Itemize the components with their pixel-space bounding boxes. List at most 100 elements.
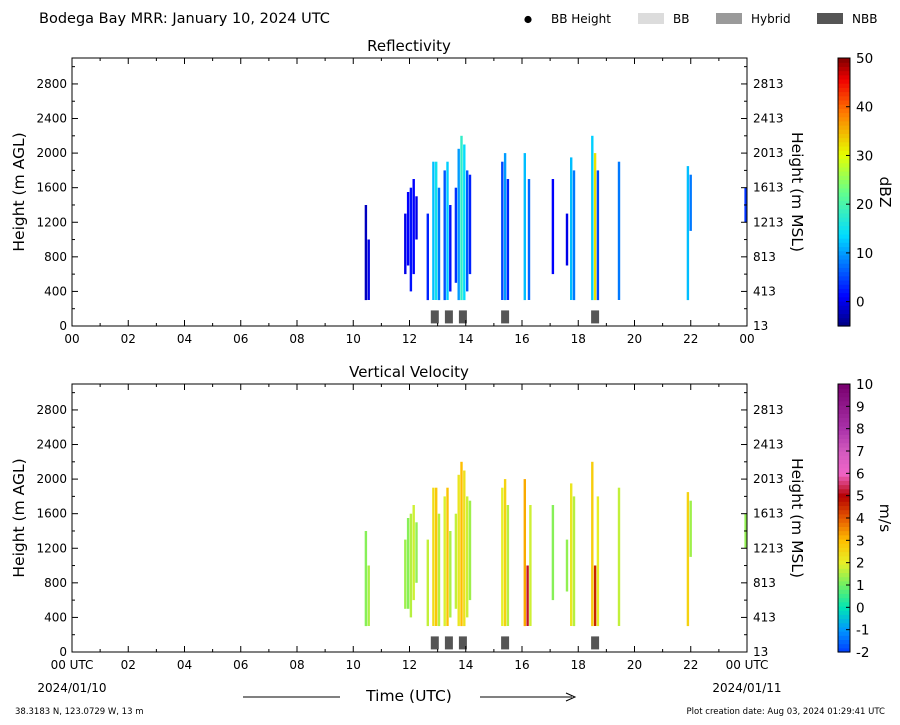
reflectivity-colorbar-step — [838, 208, 850, 214]
velocity-colorbar-step — [838, 559, 850, 565]
reflectivity-x-tick-label: 08 — [289, 332, 304, 346]
reflectivity-x-tick-label: 16 — [514, 332, 529, 346]
reflectivity-y-tick-label-right: 13 — [753, 319, 768, 333]
legend-nbb-label: NBB — [852, 12, 877, 26]
velocity-colorbar-step — [838, 639, 850, 645]
reflectivity-echo-column — [463, 144, 466, 301]
reflectivity-echo-column — [506, 179, 510, 300]
velocity-echo-column — [593, 565, 597, 626]
reflectivity-colorbar-step — [838, 66, 850, 72]
velocity-echo-column — [426, 539, 429, 627]
reflectivity-echo-column — [596, 170, 600, 301]
velocity-x-tick-label: 02 — [121, 658, 136, 672]
velocity-colorbar-step — [838, 593, 850, 599]
reflectivity-colorbar-step — [838, 133, 850, 139]
reflectivity-colorbar-step — [838, 313, 850, 319]
velocity-echo-column — [460, 461, 463, 627]
velocity-echo-column — [432, 487, 435, 626]
velocity-colorbar-tick-label: 7 — [856, 444, 865, 460]
reflectivity-colorbar-step — [838, 58, 850, 63]
time-arrow-head — [565, 692, 577, 702]
velocity-colorbar-step — [838, 421, 850, 427]
reflectivity-echo-column — [460, 135, 463, 301]
reflectivity-echo-column — [617, 161, 621, 300]
velocity-colorbar-step — [838, 446, 850, 452]
velocity-echo-column — [406, 518, 410, 609]
reflectivity-colorbar-step — [838, 158, 850, 164]
velocity-y-tick-label-right: 2813 — [753, 403, 784, 417]
velocity-colorbar-step — [838, 597, 850, 603]
velocity-echo-column — [412, 505, 415, 601]
velocity-y-tick-label: 400 — [44, 610, 67, 624]
reflectivity-colorbar-step — [838, 62, 850, 67]
reflectivity-echo-column — [443, 170, 446, 301]
velocity-x-tick-label: 12 — [402, 658, 417, 672]
velocity-colorbar-step — [838, 518, 850, 523]
velocity-x-tick-label: 22 — [683, 658, 698, 672]
velocity-colorbar-step — [838, 459, 850, 465]
reflectivity-echo-column — [412, 179, 415, 275]
reflectivity-colorbar-step — [838, 317, 850, 323]
velocity-bb-marker — [591, 636, 600, 650]
velocity-colorbar-step — [838, 484, 850, 490]
velocity-colorbar-step — [838, 585, 850, 590]
velocity-echo-column — [446, 487, 449, 626]
reflectivity-colorbar-step — [838, 275, 850, 281]
reflectivity-y-tick-label-right: 2013 — [753, 146, 784, 160]
velocity-colorbar-step — [838, 400, 850, 406]
velocity-echo-column — [591, 461, 594, 627]
reflectivity-colorbar-step — [838, 91, 850, 97]
velocity-colorbar-step — [838, 471, 850, 477]
velocity-y-tick-label-right: 2413 — [753, 438, 784, 452]
reflectivity-colorbar-step — [838, 171, 850, 176]
legend: BB Height BB Hybrid NBB — [524, 12, 877, 26]
reflectivity-echo-column — [435, 161, 438, 300]
reflectivity-echo-column — [468, 174, 472, 275]
reflectivity-colorbar-step — [838, 99, 850, 105]
reflectivity-bb-markers — [430, 310, 600, 324]
reflectivity-colorbar-step — [838, 267, 850, 273]
velocity-colorbar-ticks: -2 -1 0 1 2 3 4 5 6 7 8 9 10 — [846, 377, 873, 661]
velocity-colorbar-step — [838, 530, 850, 536]
reflectivity-x-tick-label: 18 — [571, 332, 586, 346]
reflectivity-x-tick-label: 04 — [177, 332, 192, 346]
legend-bb-height-marker — [524, 15, 532, 24]
x-end-date: 2024/01/11 — [712, 681, 781, 695]
reflectivity-colorbar-step — [838, 150, 850, 155]
velocity-colorbar-step — [838, 388, 850, 393]
legend-nbb-swatch — [817, 13, 843, 24]
reflectivity-echo-column — [593, 153, 597, 301]
reflectivity-echo-column — [572, 170, 576, 301]
velocity-colorbar-step — [838, 417, 850, 423]
velocity-bb-marker — [430, 636, 439, 650]
velocity-colorbar-label: m/s — [876, 504, 894, 532]
reflectivity-echo-column — [457, 148, 460, 301]
legend-hybrid-swatch — [716, 13, 742, 24]
reflectivity-x-tick-label: 12 — [402, 332, 417, 346]
reflectivity-colorbar-step — [838, 112, 850, 118]
velocity-y-tick-label: 1200 — [36, 541, 67, 555]
reflectivity-echo-column — [501, 161, 504, 300]
reflectivity-colorbar-step — [838, 309, 850, 315]
velocity-colorbar-step — [838, 488, 850, 494]
velocity-echo-column — [551, 505, 555, 601]
reflectivity-colorbar-step — [838, 166, 850, 172]
reflectivity-echo-column — [404, 213, 407, 275]
velocity-y-tick-label: 800 — [44, 576, 67, 590]
velocity-colorbar-step — [838, 392, 850, 398]
reflectivity-colorbar-step — [838, 95, 850, 101]
reflectivity-colorbar-tick-label: 50 — [856, 51, 873, 67]
velocity-echo-column — [523, 479, 526, 627]
velocity-echo-column — [404, 539, 407, 609]
reflectivity-colorbar-step — [838, 137, 850, 143]
velocity-colorbar-step — [838, 497, 850, 502]
reflectivity-colorbar-label: dBZ — [876, 176, 894, 207]
velocity-colorbar-step — [838, 622, 850, 628]
velocity-echo-column — [409, 513, 413, 618]
reflectivity-colorbar-tick-label: 0 — [856, 295, 865, 311]
reflectivity-y-tick-label-right: 1613 — [753, 181, 784, 195]
reflectivity-bb-marker — [444, 310, 453, 324]
reflectivity-echo-column — [527, 179, 531, 300]
velocity-y-tick-label: 1600 — [36, 507, 67, 521]
